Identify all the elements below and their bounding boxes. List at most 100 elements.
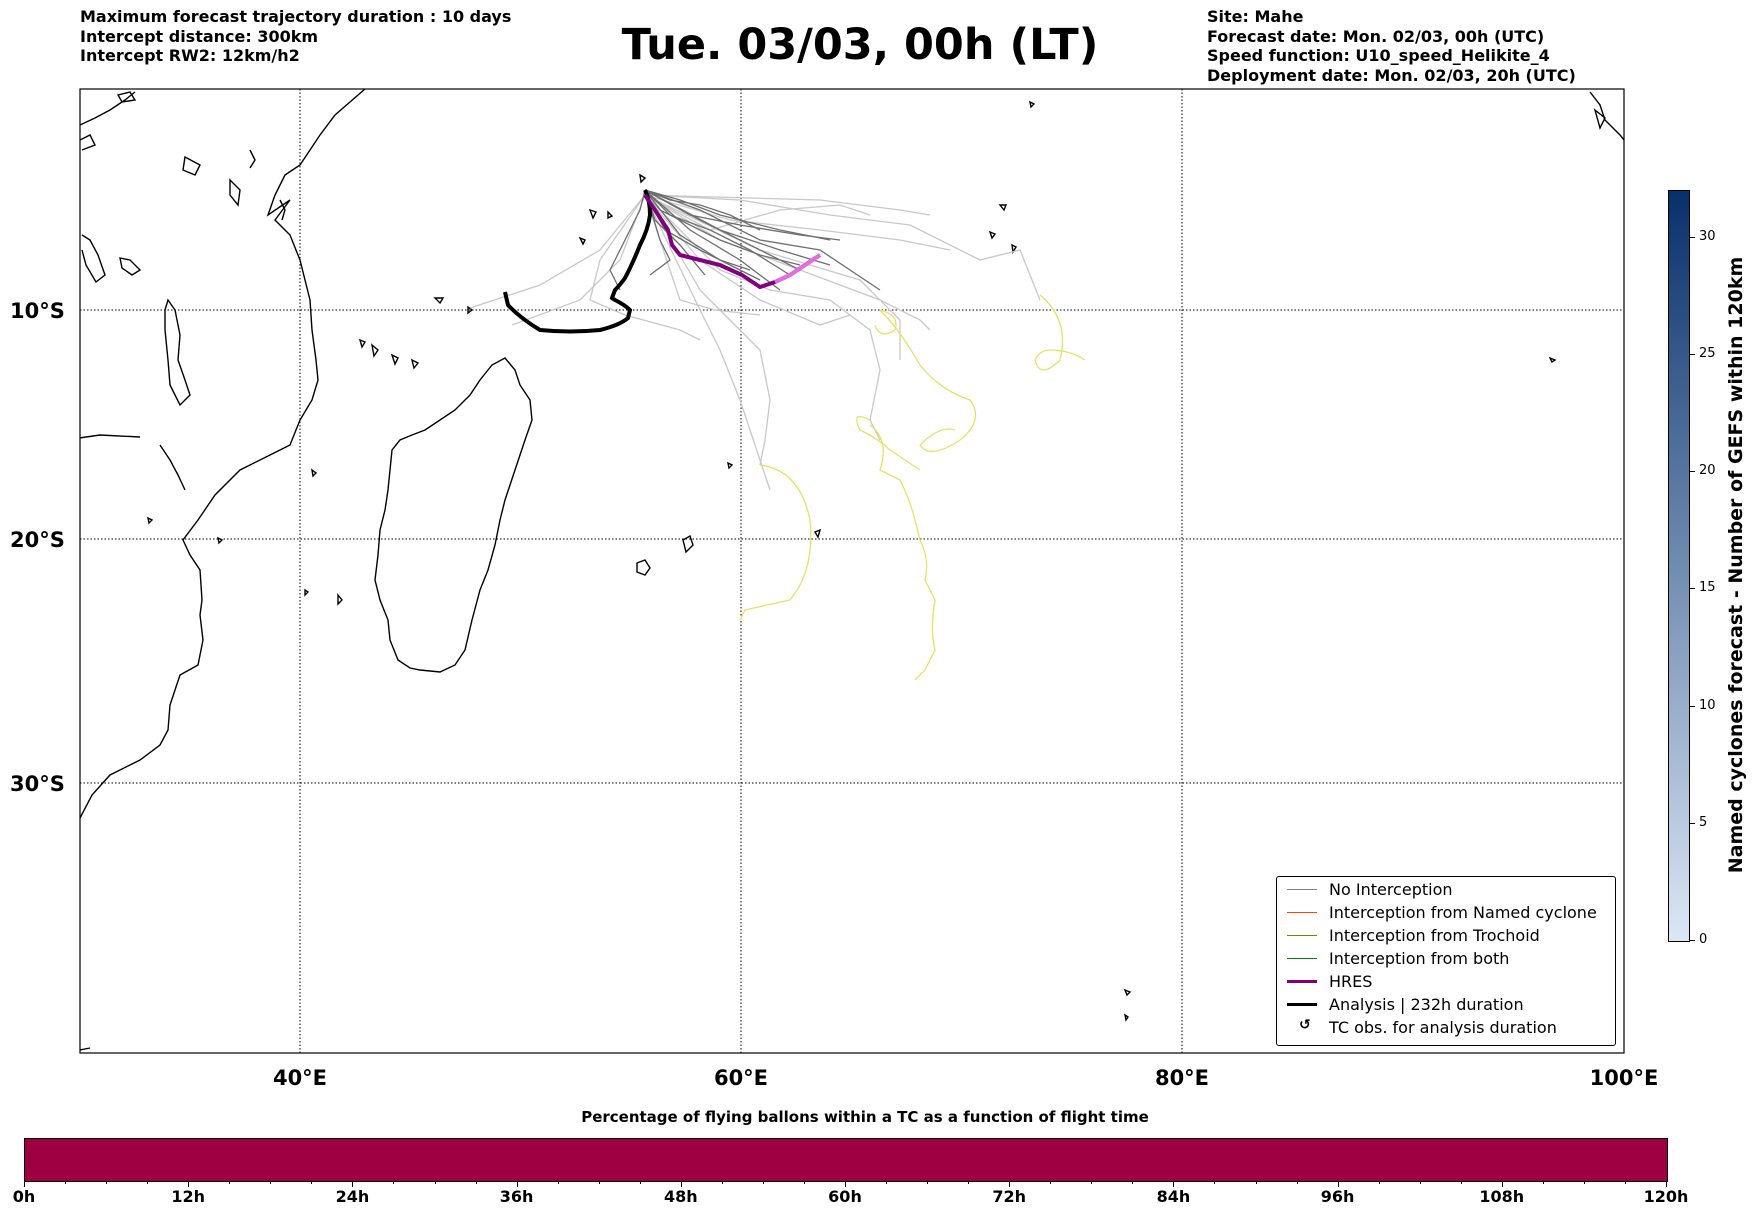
legend-label: TC obs. for analysis duration xyxy=(1329,1018,1557,1037)
colorbar-tick xyxy=(1690,588,1695,590)
intercept-distance-text: Intercept distance: 300km xyxy=(80,26,319,46)
legend-item-hres: HRES xyxy=(1277,971,1615,993)
flight-time-tick-label: 84h xyxy=(1156,1187,1191,1206)
flight-time-minor-tick xyxy=(147,1181,149,1184)
trajectory-duration-text: Maximum forecast trajectory duration : 1… xyxy=(80,7,512,26)
speed-function-text: Speed function: U10_speed_Helikite_4 xyxy=(1207,46,1550,65)
site-text: Site: Mahe xyxy=(1207,7,1304,26)
colorbar-tick-label: 5 xyxy=(1699,814,1708,830)
flight-time-tick-label: 36h xyxy=(499,1187,534,1206)
flight-time-minor-tick xyxy=(1542,1181,1544,1184)
flight-time-minor-tick xyxy=(1050,1181,1052,1184)
legend-line xyxy=(1287,958,1317,959)
lon-label-40e: 40°E xyxy=(273,1066,327,1090)
lon-label-100e: 100°E xyxy=(1590,1066,1659,1090)
flight-time-minor-tick xyxy=(721,1181,723,1184)
flight-time-minor-tick xyxy=(803,1181,805,1184)
flight-time-tick-label: 12h xyxy=(171,1187,206,1206)
forecast-date-text: Forecast date: Mon. 02/03, 00h (UTC) xyxy=(1207,26,1545,46)
colorbar-tick xyxy=(1690,471,1695,473)
analysis-track xyxy=(503,189,653,334)
colorbar-tick xyxy=(1690,940,1695,941)
flight-time-minor-tick xyxy=(1583,1181,1585,1184)
flight-time-minor-tick xyxy=(1460,1181,1462,1184)
flight-time-tick-label: 120h xyxy=(1643,1187,1689,1206)
legend-item-named-cyclone: Interception from Named cyclone xyxy=(1277,902,1615,924)
colorbar-tick-label: 15 xyxy=(1699,580,1716,596)
forecast-settings: Maximum forecast trajectory duration : 1… xyxy=(80,7,511,66)
colorbar-tick-label: 0 xyxy=(1699,932,1708,947)
legend-line xyxy=(1287,912,1317,913)
colorbar-title: Named cyclones forecast - Number of GEFS… xyxy=(1725,256,1747,874)
flight-time-major-tick xyxy=(1337,1181,1339,1187)
flight-time-minor-tick xyxy=(927,1181,929,1184)
flight-time-bar xyxy=(24,1138,1668,1182)
flight-time-tick-label: 72h xyxy=(992,1187,1027,1206)
flight-time-minor-tick xyxy=(311,1181,313,1184)
flight-time-tick-label: 48h xyxy=(663,1187,698,1206)
flight-time-minor-tick xyxy=(968,1181,970,1184)
colorbar-tick xyxy=(1690,705,1695,707)
page-title: Tue. 03/03, 00h (LT) xyxy=(621,20,1099,70)
flight-time-minor-tick xyxy=(65,1181,67,1184)
flight-time-minor-tick xyxy=(106,1181,108,1184)
flight-time-tick-label: 108h xyxy=(1479,1187,1525,1206)
flight-time-major-tick xyxy=(845,1181,846,1187)
flight-time-minor-tick xyxy=(270,1181,272,1184)
flight-time-minor-tick xyxy=(1255,1181,1257,1184)
flight-time-tick-label: 24h xyxy=(335,1187,370,1206)
flight-time-minor-tick xyxy=(762,1181,764,1184)
lat-label-30s: 30°S xyxy=(10,772,65,796)
lat-label-20s: 20°S xyxy=(10,528,65,552)
flight-time-major-tick xyxy=(516,1181,518,1187)
deployment-date-text: Deployment date: Mon. 02/03, 20h (UTC) xyxy=(1207,65,1576,85)
flight-time-minor-tick xyxy=(229,1181,231,1184)
colorbar-tick xyxy=(1690,822,1695,824)
flight-time-minor-tick xyxy=(557,1181,559,1184)
yellow-tracks xyxy=(739,294,1086,681)
flight-time-minor-tick xyxy=(1624,1181,1626,1184)
flight-time-minor-tick xyxy=(639,1181,641,1184)
flight-time-minor-tick xyxy=(598,1181,600,1184)
tc-obs-icon: ↺ xyxy=(1299,1017,1311,1033)
legend: No Interception Interception from Named … xyxy=(1276,876,1616,1046)
flight-time-major-tick xyxy=(188,1181,190,1187)
flight-time-minor-tick xyxy=(1091,1181,1093,1184)
coastlines xyxy=(80,89,1624,1051)
legend-line xyxy=(1287,1003,1317,1006)
flight-time-minor-tick xyxy=(886,1181,888,1184)
legend-item-both: Interception from both xyxy=(1277,948,1615,970)
lon-label-60e: 60°E xyxy=(714,1066,768,1090)
colorbar-tick-label: 25 xyxy=(1699,346,1716,362)
flight-time-minor-tick xyxy=(1132,1181,1134,1184)
flight-time-major-tick xyxy=(1009,1181,1011,1187)
bottom-bar-title: Percentage of flying ballons within a TC… xyxy=(581,1108,1149,1126)
legend-item-no-interception: No Interception xyxy=(1277,879,1615,901)
flight-time-minor-tick xyxy=(1214,1181,1216,1184)
legend-line xyxy=(1287,980,1317,983)
lat-label-10s: 10°S xyxy=(10,299,65,323)
legend-line xyxy=(1287,889,1317,890)
flight-time-minor-tick xyxy=(1378,1181,1380,1184)
site-info: Site: Mahe Forecast date: Mon. 02/03, 00… xyxy=(1207,7,1576,85)
flight-time-tick-label: 0h xyxy=(12,1187,36,1206)
legend-label: Interception from Named cyclone xyxy=(1329,903,1597,922)
legend-item-trochoid: Interception from Trochoid xyxy=(1277,925,1615,947)
legend-label: HRES xyxy=(1329,972,1373,991)
flight-time-minor-tick xyxy=(434,1181,436,1184)
flight-time-major-tick xyxy=(24,1181,25,1187)
colorbar-tick-label: 10 xyxy=(1699,697,1716,713)
ensemble-dark-tracks xyxy=(609,189,881,291)
map-frame xyxy=(79,88,1625,1054)
legend-label: Interception from Trochoid xyxy=(1329,926,1540,945)
flight-time-major-tick xyxy=(1501,1181,1503,1187)
flight-time-major-tick xyxy=(352,1181,354,1187)
legend-item-analysis: Analysis | 232h duration xyxy=(1277,994,1615,1016)
flight-time-tick-label: 60h xyxy=(828,1187,862,1206)
flight-time-minor-tick xyxy=(475,1181,477,1184)
legend-label: Interception from both xyxy=(1329,949,1510,968)
legend-label: Analysis | 232h duration xyxy=(1329,995,1524,1014)
legend-label: No Interception xyxy=(1329,880,1453,899)
hres-track-end xyxy=(774,253,822,284)
flight-time-minor-tick xyxy=(1296,1181,1298,1184)
